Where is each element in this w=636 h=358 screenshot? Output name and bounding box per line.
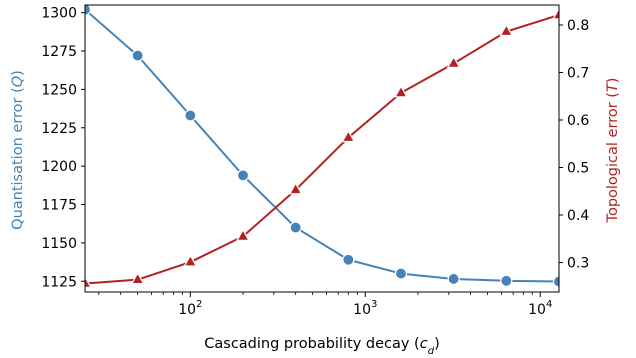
series-0-point-5 <box>342 253 355 266</box>
y-left-tick-label-7: 1300 <box>41 6 77 22</box>
series-0-point-7 <box>447 272 460 286</box>
marks-layer <box>85 5 559 288</box>
x-tick-label-2: 104 <box>528 299 552 318</box>
y-right-tick-label-3: 0.6 <box>567 113 589 129</box>
series-1-line <box>85 14 559 285</box>
y-right-tick-label-1: 0.4 <box>567 208 589 224</box>
series-0-point-6 <box>394 267 408 280</box>
y-left-tick-label-1: 1150 <box>41 236 77 252</box>
series-0-point-2 <box>184 109 197 122</box>
y-right-tick-label-4: 0.7 <box>567 65 589 81</box>
series-1-point-4 <box>288 182 303 195</box>
series-0-point-0 <box>85 5 92 16</box>
x-tick-label-1: 103 <box>353 299 377 318</box>
y-left-tick-label-5: 1250 <box>41 82 77 98</box>
series-0-point-8 <box>500 274 513 287</box>
y-right-tick-label-0: 0.3 <box>567 256 589 272</box>
y-right-tick-label-2: 0.5 <box>567 161 589 177</box>
series-1-point-2 <box>183 254 198 267</box>
series-1-point-3 <box>236 228 250 241</box>
y-axis-right-title: Topological error (T) <box>605 78 621 224</box>
series-1-point-0 <box>85 275 92 288</box>
y-left-tick-label-4: 1225 <box>41 121 77 137</box>
series-0-point-9 <box>552 275 559 288</box>
series-0-point-4 <box>289 221 302 234</box>
ticks-layer: 1125 1150 1175 1200 1225 1250 1275 1300 0.3 0.4 0.… <box>41 6 589 318</box>
y-left-tick-label-0: 1125 <box>41 274 77 290</box>
series-0-point-3 <box>236 169 250 182</box>
series-0-point-1 <box>131 49 144 62</box>
x-tick-label-0: 102 <box>178 299 202 318</box>
series-1-point-5 <box>341 129 356 143</box>
series-1-point-9 <box>552 7 559 20</box>
series-1-point-6 <box>394 85 408 98</box>
x-axis-title: Cascading probability decay (cd) <box>204 336 439 357</box>
y-right-tick-label-5: 0.8 <box>567 18 589 34</box>
series-1-point-8 <box>499 23 514 37</box>
y-left-tick-label-2: 1175 <box>41 198 77 214</box>
series-0-line <box>85 8 559 283</box>
series-1-point-7 <box>446 55 461 68</box>
y-axis-left-title: Quantisation error (Q) <box>10 70 26 230</box>
series-1-point-1 <box>130 271 145 285</box>
y-left-tick-label-6: 1275 <box>41 44 77 60</box>
y-left-tick-label-3: 1200 <box>41 159 77 175</box>
plot-frame <box>84 4 560 293</box>
